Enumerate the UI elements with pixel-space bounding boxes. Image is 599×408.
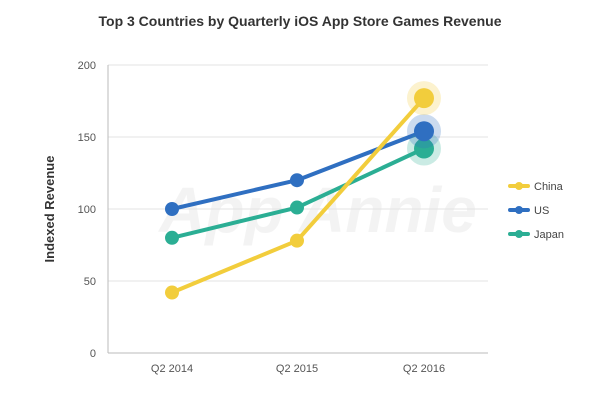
y-tick-label: 0 [90,348,96,360]
legend-label: US [534,205,549,217]
data-point-china [414,88,434,109]
y-axis-label: Indexed Revenue [42,156,57,263]
data-point-us [165,202,179,216]
x-tick-label: Q2 2015 [276,363,318,375]
y-tick-label: 150 [78,132,96,144]
x-tick-label: Q2 2014 [151,363,193,375]
legend-item-us: US [508,205,549,217]
y-tick-label: 50 [84,276,96,288]
data-point-japan [165,230,179,245]
y-axis: 0 50 100 150 200 [78,60,109,360]
legend-item-china: China [508,181,564,193]
x-tick-label: Q2 2016 [403,363,445,375]
data-point-us [290,173,304,188]
data-point-china [290,233,304,248]
series-layer [165,81,441,300]
data-point-japan [290,200,304,215]
chart-title: Top 3 Countries by Quarterly iOS App Sto… [99,13,502,29]
legend-marker [515,230,523,238]
legend-marker [515,182,523,190]
legend-label: Japan [534,229,564,241]
legend-marker [515,206,523,214]
y-tick-label: 200 [78,60,96,72]
data-point-china [165,285,179,300]
legend-label: China [534,181,564,193]
legend-item-japan: Japan [508,229,564,241]
watermark-logo: App Annie [157,174,477,246]
data-point-japan [414,138,434,159]
data-point-us [414,121,434,142]
x-axis: Q2 2014 Q2 2015 Q2 2016 [151,363,445,375]
y-tick-label: 100 [78,204,96,216]
legend: China US Japan [508,181,564,241]
